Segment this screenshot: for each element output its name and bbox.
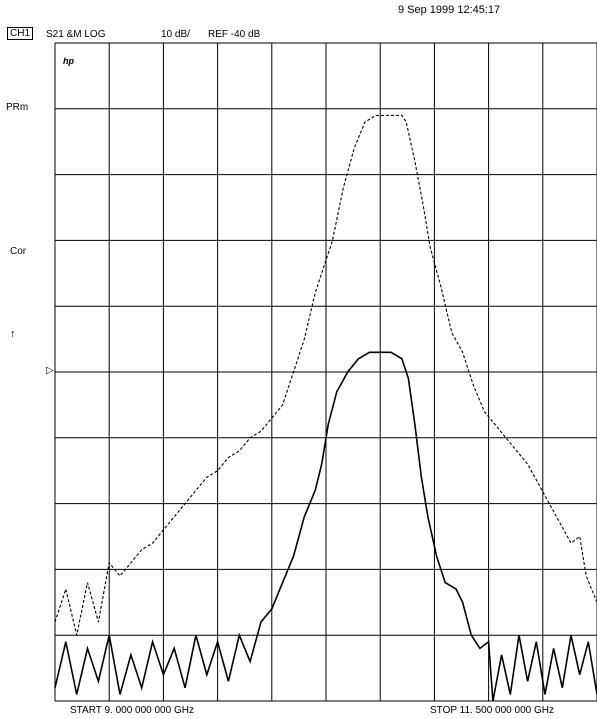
traces	[54, 114, 597, 702]
hp-logo: hp	[63, 56, 74, 66]
graticule	[54, 42, 597, 702]
cor-label: Cor	[10, 246, 27, 257]
start-frequency: START 9. 000 000 000 GHz	[70, 705, 194, 716]
trace-solid	[54, 351, 597, 702]
trace-dashed	[54, 114, 597, 636]
reference-marker-icon: ▷	[46, 365, 54, 376]
reference-level: REF -40 dB	[208, 29, 261, 40]
up-arrow-icon: ↑	[10, 328, 16, 340]
channel-label: CH1	[7, 27, 34, 40]
timestamp: 9 Sep 1999 12:45:17	[398, 4, 501, 16]
stop-frequency: STOP 11. 500 000 000 GHz	[430, 705, 554, 716]
scale-per-division: 10 dB/	[161, 29, 190, 40]
prm-label: PRm	[6, 102, 29, 113]
measurement-format: S21 &M LOG	[46, 29, 106, 40]
